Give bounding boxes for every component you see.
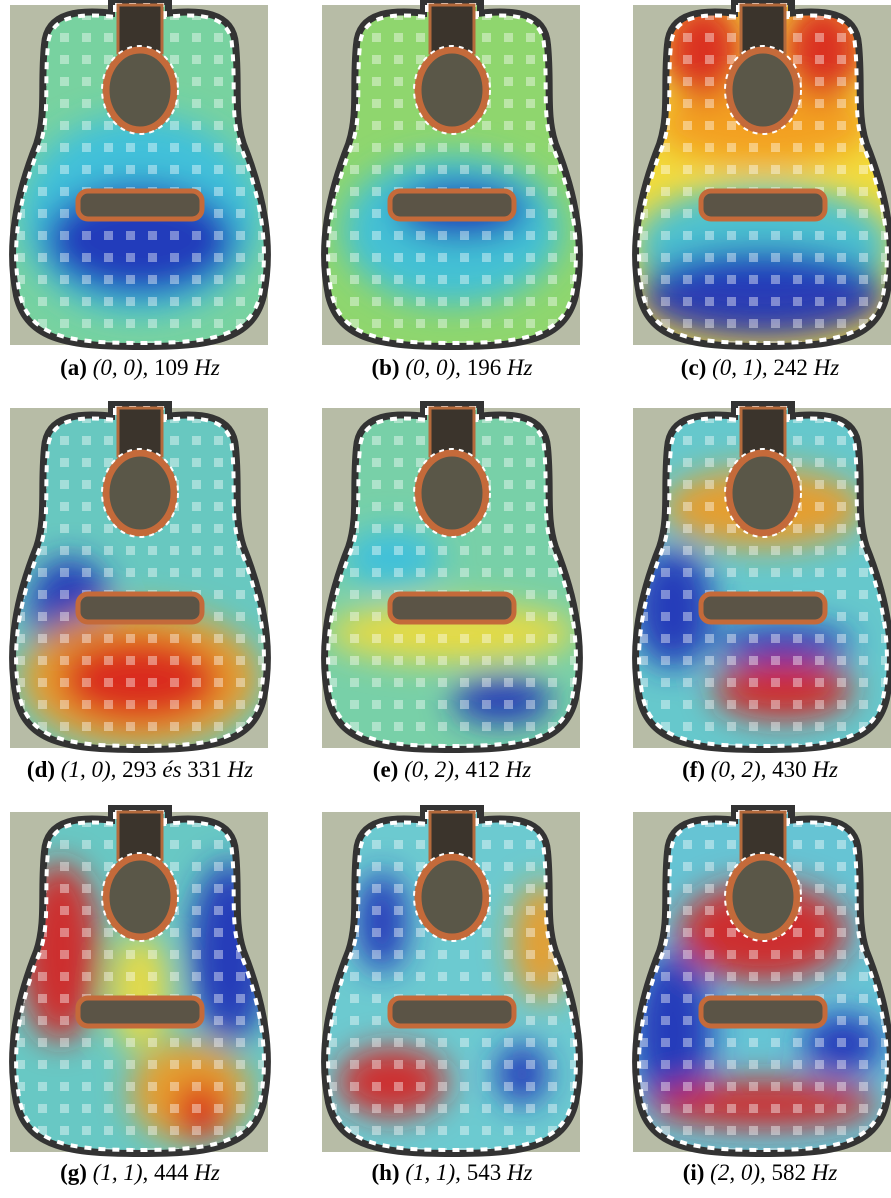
caption-frequency: 109 [154, 355, 189, 380]
panel-image [10, 5, 270, 345]
sound-hole [106, 50, 174, 130]
panel-image [10, 408, 270, 748]
sound-hole [729, 50, 797, 130]
panel-image [633, 812, 891, 1152]
sound-hole [418, 857, 486, 937]
caption: (f) (0, 2), 430 Hz [682, 757, 838, 782]
caption: (h) (1, 1), 543 Hz [371, 1160, 532, 1185]
caption-mode: (0, 0), [405, 355, 461, 380]
caption-unit: Hz [811, 757, 838, 782]
sound-hole [729, 857, 797, 937]
caption-label: (a) [60, 355, 87, 380]
panel-image [633, 408, 891, 748]
caption-mode: (0, 2), [404, 757, 460, 782]
sound-hole [106, 453, 174, 533]
caption-frequency: 430 [772, 757, 807, 782]
caption-mode: (0, 0), [93, 355, 149, 380]
caption-mode: (2, 0), [710, 1160, 766, 1185]
caption: (a) (0, 0), 109 Hz [60, 355, 220, 380]
caption-unit: Hz [227, 757, 254, 782]
caption-frequency: 444 [154, 1160, 189, 1185]
caption-frequency: 242 [773, 355, 808, 380]
caption-unit: Hz [506, 1160, 533, 1185]
caption-conjunction: és [162, 757, 181, 782]
caption-label: (b) [371, 355, 399, 380]
caption: (g) (1, 1), 444 Hz [60, 1160, 220, 1185]
sound-hole [418, 50, 486, 130]
caption: (e) (0, 2), 412 Hz [373, 757, 531, 782]
bridge [78, 191, 202, 219]
caption-label: (h) [371, 1160, 399, 1185]
bridge [390, 594, 514, 622]
caption-mode: (1, 0), [61, 757, 117, 782]
caption-label: (d) [27, 757, 55, 782]
bridge [78, 594, 202, 622]
bridge [390, 191, 514, 219]
caption-unit: Hz [813, 355, 840, 380]
caption-mode: (1, 1), [93, 1160, 149, 1185]
caption-label: (g) [60, 1160, 87, 1185]
caption-mode: (1, 1), [405, 1160, 461, 1185]
panel-image [633, 0, 891, 345]
caption: (c) (0, 1), 242 Hz [681, 355, 839, 380]
caption-mode: (0, 2), [711, 757, 767, 782]
bridge [701, 594, 825, 622]
sound-hole [729, 453, 797, 533]
sound-hole [418, 453, 486, 533]
caption-frequency: 293 [122, 757, 157, 782]
panel-image [322, 408, 582, 748]
caption-frequency: 582 [771, 1160, 806, 1185]
caption-unit: Hz [193, 355, 220, 380]
caption-label: (e) [373, 757, 399, 782]
caption: (d) (1, 0), 293 és 331 Hz [27, 757, 253, 782]
bridge [701, 191, 825, 219]
caption-unit: Hz [505, 757, 532, 782]
caption-unit: Hz [811, 1160, 838, 1185]
caption-label: (f) [682, 757, 705, 782]
caption: (i) (2, 0), 582 Hz [683, 1160, 838, 1185]
bridge [390, 998, 514, 1026]
panel-image [10, 812, 270, 1152]
bridge [78, 998, 202, 1026]
caption-unit: Hz [193, 1160, 220, 1185]
caption-frequency: 196 [467, 355, 502, 380]
caption-frequency: 331 [187, 757, 222, 782]
figure: (a) (0, 0), 109 Hz(b) (0, 0), 196 Hz(c) … [0, 0, 891, 1198]
panel-image [322, 5, 582, 345]
caption-frequency: 543 [467, 1160, 502, 1185]
caption-label: (c) [681, 355, 707, 380]
bridge [701, 998, 825, 1026]
caption-frequency: 412 [465, 757, 500, 782]
caption: (b) (0, 0), 196 Hz [371, 355, 532, 380]
caption-label: (i) [683, 1160, 705, 1185]
caption-unit: Hz [506, 355, 533, 380]
caption-mode: (0, 1), [712, 355, 768, 380]
panel-image [322, 812, 582, 1152]
sound-hole [106, 857, 174, 937]
